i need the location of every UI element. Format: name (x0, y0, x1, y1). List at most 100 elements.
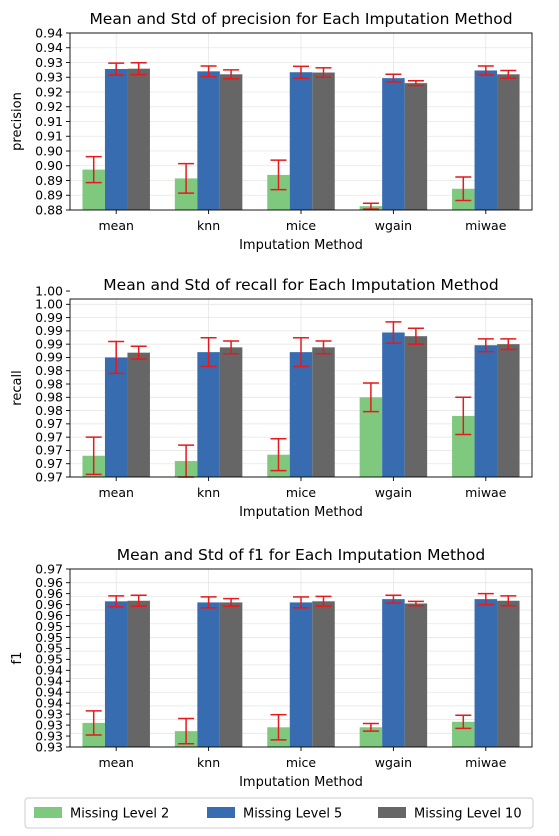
bar (497, 74, 520, 210)
x-tick-label: miwae (465, 218, 507, 233)
x-tick-label: mean (98, 755, 133, 770)
y-tick-label: 0.96 (35, 597, 63, 612)
y-tick-label: 0.97 (35, 416, 63, 431)
y-tick-label: 0.89 (35, 188, 63, 203)
bar (312, 347, 335, 477)
y-tick-label: 0.99 (35, 323, 63, 338)
x-axis-label: Imputation Method (239, 775, 363, 790)
x-tick-label: knn (197, 218, 220, 233)
y-tick-label: 0.94 (35, 663, 63, 678)
bar (104, 357, 128, 477)
y-tick-label: 0.99 (35, 336, 63, 351)
bar (127, 600, 150, 747)
y-tick-label: 0.94 (35, 25, 63, 40)
x-tick-label: wgain (375, 218, 412, 233)
chart-panel-3: 0.930.930.930.930.940.940.940.940.950.95… (10, 546, 533, 790)
y-tick-label: 0.96 (35, 575, 63, 590)
x-tick-label: wgain (375, 755, 412, 770)
bar (382, 78, 405, 210)
bar (404, 603, 428, 747)
bar (359, 397, 383, 477)
legend-swatch (34, 807, 62, 818)
bar (474, 599, 498, 747)
bar (104, 68, 128, 211)
y-tick-label: 0.91 (35, 129, 63, 144)
chart-title: Mean and Std of precision for Each Imput… (89, 10, 512, 28)
chart-panel-2: 0.970.970.970.970.970.980.980.980.980.99… (10, 276, 533, 520)
y-tick-label: 0.95 (35, 652, 63, 667)
legend-swatch (378, 807, 406, 818)
y-axis-label: f1 (10, 652, 25, 665)
bar (219, 347, 243, 477)
x-tick-label: mice (286, 218, 317, 233)
y-tick-label: 0.98 (35, 363, 63, 378)
legend-frame (24, 797, 534, 829)
y-tick-label: 0.97 (35, 469, 63, 484)
y-tick-label: 1.00 (35, 283, 63, 298)
x-tick-label: knn (197, 755, 220, 770)
y-tick-label: 0.90 (35, 143, 63, 158)
chart-title: Mean and Std of f1 for Each Imputation M… (117, 546, 486, 564)
x-tick-label: knn (197, 485, 220, 500)
y-tick-label: 0.96 (35, 608, 63, 623)
bar (127, 68, 150, 210)
y-tick-label: 0.88 (35, 202, 63, 217)
y-tick-label: 0.93 (35, 70, 63, 85)
bar (197, 352, 220, 477)
y-axis-label: precision (10, 92, 25, 151)
y-tick-label: 0.95 (35, 619, 63, 634)
x-axis-label: Imputation Method (239, 238, 363, 253)
bar (312, 601, 335, 747)
legend-label: Missing Level 10 (414, 807, 522, 822)
x-tick-label: miwae (465, 755, 507, 770)
x-axis-label: Imputation Method (239, 505, 363, 520)
y-tick-label: 0.89 (35, 173, 63, 188)
bar (104, 601, 128, 747)
x-tick-label: mice (286, 485, 317, 500)
bar (474, 345, 498, 477)
y-tick-label: 0.95 (35, 630, 63, 645)
y-tick-label: 0.93 (35, 706, 63, 721)
bar (452, 415, 475, 477)
bar (197, 602, 220, 747)
y-tick-label: 0.93 (35, 728, 63, 743)
bar (127, 352, 150, 477)
bar (219, 74, 243, 210)
y-tick-label: 0.96 (35, 586, 63, 601)
x-tick-label: wgain (375, 485, 412, 500)
bar (312, 72, 335, 210)
y-tick-label: 1.00 (35, 297, 63, 312)
legend-label: Missing Level 5 (243, 807, 342, 822)
y-tick-label: 0.93 (35, 55, 63, 70)
x-tick-label: mean (98, 218, 133, 233)
y-tick-label: 0.98 (35, 403, 63, 418)
y-tick-label: 0.93 (35, 717, 63, 732)
y-tick-label: 0.98 (35, 390, 63, 405)
y-tick-label: 0.99 (35, 310, 63, 325)
bar (474, 70, 498, 210)
legend: Missing Level 2 Missing Level 5 Missing Le… (24, 797, 534, 829)
bar (289, 72, 313, 210)
x-tick-label: miwae (465, 485, 507, 500)
y-tick-label: 0.95 (35, 641, 63, 656)
bar (267, 174, 290, 210)
chart-title: Mean and Std of recall for Each Imputati… (103, 276, 498, 294)
bar (289, 602, 313, 747)
bar (82, 169, 105, 210)
y-tick-label: 0.92 (35, 99, 63, 114)
y-axis-label: recall (10, 370, 25, 405)
x-tick-label: mice (286, 755, 317, 770)
bar (404, 336, 428, 477)
y-tick-label: 0.97 (35, 443, 63, 458)
y-tick-label: 0.97 (35, 561, 63, 576)
bar (219, 602, 243, 747)
chart-panel-1: 0.880.890.890.900.900.910.910.920.920.93… (10, 10, 533, 253)
y-tick-label: 0.94 (35, 685, 63, 700)
bar (382, 332, 405, 477)
bar (497, 344, 520, 477)
bar (197, 71, 220, 210)
bar (497, 600, 520, 747)
y-tick-label: 0.97 (35, 429, 63, 444)
y-tick-label: 0.91 (35, 114, 63, 129)
